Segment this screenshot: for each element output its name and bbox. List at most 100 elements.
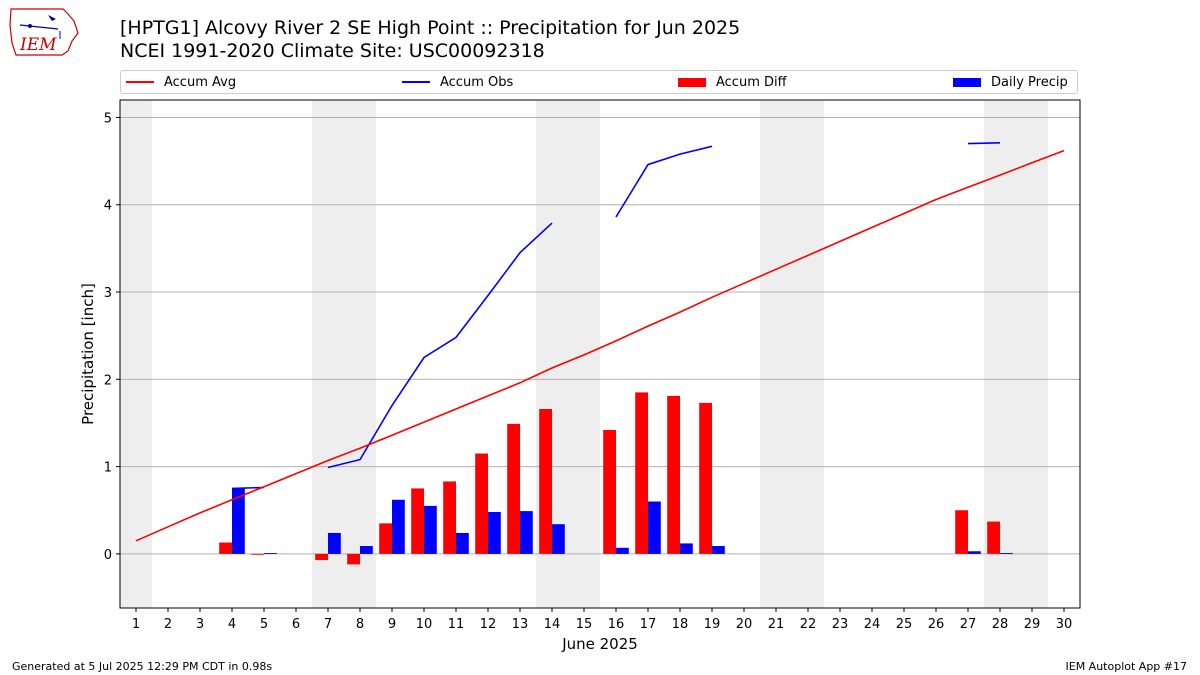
weekend-band	[120, 100, 152, 608]
x-tick-label: 27	[960, 617, 977, 632]
bar-daily-precip	[968, 551, 981, 554]
bar-accum-diff	[315, 553, 328, 560]
x-tick-label: 19	[704, 617, 721, 632]
legend-item-daily-precip: Daily Precip	[953, 74, 1068, 90]
bar-daily-precip	[360, 546, 373, 554]
x-tick-label: 24	[864, 617, 881, 632]
x-tick-label: 2	[164, 617, 172, 632]
bar-daily-precip	[520, 511, 533, 554]
x-tick-label: 18	[672, 617, 689, 632]
weekend-band	[312, 100, 344, 608]
y-tick-label: 0	[104, 548, 112, 563]
grid-lines	[120, 116, 1080, 555]
x-tick-label: 8	[356, 617, 364, 632]
bars	[219, 392, 1013, 565]
x-tick-label: 14	[544, 617, 561, 632]
bar-accum-diff	[987, 521, 1000, 554]
line-accum-obs	[231, 486, 265, 490]
x-tick-label: 3	[196, 617, 204, 632]
x-tick-label: 29	[1024, 617, 1041, 632]
legend-item-accum-diff: Accum Diff	[678, 74, 787, 90]
legend-label: Accum Diff	[716, 74, 787, 90]
legend-label: Accum Obs	[440, 74, 514, 90]
series-lines	[135, 142, 1065, 542]
bar-daily-precip	[328, 532, 341, 554]
bar-daily-precip	[616, 547, 629, 554]
legend-label: Daily Precip	[991, 74, 1068, 90]
x-tick-label: 1	[132, 617, 140, 632]
y-tick-label: 1	[104, 461, 112, 476]
y-axis-label: Precipitation [inch]	[79, 283, 97, 425]
y-tick-label: 2	[104, 373, 112, 388]
weekend-band	[760, 100, 792, 608]
bar-accum-diff	[507, 423, 520, 554]
legend-item-accum-avg: Accum Avg	[126, 74, 236, 90]
legend-swatch	[953, 77, 981, 87]
bar-daily-precip	[264, 553, 277, 554]
x-tick-label: 22	[800, 617, 817, 632]
bar-daily-precip	[392, 499, 405, 554]
app-credit: IEM Autoplot App #17	[1065, 660, 1188, 673]
bar-daily-precip	[488, 511, 501, 554]
x-tick-label: 16	[608, 617, 625, 632]
legend-swatch	[402, 81, 430, 83]
x-tick-label: 11	[448, 617, 465, 632]
bar-daily-precip	[1000, 553, 1013, 554]
x-tick-label: 15	[576, 617, 593, 632]
bar-accum-diff	[955, 510, 968, 554]
x-tick-label: 17	[640, 617, 657, 632]
x-axis-label: June 2025	[561, 635, 638, 653]
iem-logo: IEM	[9, 8, 79, 56]
bar-accum-diff	[475, 453, 488, 554]
x-tick-label: 4	[228, 617, 236, 632]
y-tick-label: 4	[104, 199, 112, 214]
x-tick-label: 12	[480, 617, 497, 632]
bar-daily-precip	[680, 543, 693, 554]
chart-title: [HPTG1] Alcovy River 2 SE High Point :: …	[120, 17, 741, 39]
bar-accum-diff	[667, 395, 680, 554]
bar-accum-diff	[347, 553, 360, 565]
x-tick-label: 13	[512, 617, 529, 632]
axis-ticks: 1 2 3 4 5 6 7 8 9 10 11 12 13 14 15 16 17 18 19 20 21 22 23 24 2…	[104, 111, 1073, 632]
x-tick-label: 9	[388, 617, 396, 632]
bar-daily-precip	[424, 505, 437, 554]
bar-accum-diff	[251, 553, 264, 555]
x-tick-label: 21	[768, 617, 785, 632]
weekend-band	[792, 100, 824, 608]
x-tick-label: 25	[896, 617, 913, 632]
bar-accum-diff	[219, 542, 232, 554]
x-tick-label: 5	[260, 617, 268, 632]
bar-accum-diff	[635, 392, 648, 554]
x-tick-label: 7	[324, 617, 332, 632]
weekend-band	[1016, 100, 1048, 608]
bar-daily-precip	[456, 532, 469, 554]
iowa-state-outline-icon	[9, 8, 79, 56]
legend-label: Accum Avg	[164, 74, 237, 90]
generated-timestamp: Generated at 5 Jul 2025 12:29 PM CDT in …	[12, 660, 273, 673]
weekend-band	[568, 100, 600, 608]
legend-item-accum-obs: Accum Obs	[402, 74, 513, 90]
bar-accum-diff	[443, 481, 456, 554]
weekend-shading	[120, 100, 1048, 608]
chart-legend: Accum Avg Accum Obs Accum Diff Daily Pre…	[120, 70, 1078, 94]
x-tick-label: 20	[736, 617, 753, 632]
bar-accum-diff	[603, 429, 616, 554]
x-tick-label: 23	[832, 617, 849, 632]
line-accum-obs	[327, 222, 553, 469]
x-tick-label: 10	[416, 617, 433, 632]
bar-daily-precip	[712, 546, 725, 554]
bar-daily-precip	[552, 524, 565, 554]
bar-accum-diff	[539, 408, 552, 554]
line-accum-obs	[615, 145, 713, 218]
weekend-band	[344, 100, 376, 608]
x-tick-label: 28	[992, 617, 1009, 632]
bar-daily-precip	[648, 501, 661, 554]
x-tick-label: 26	[928, 617, 945, 632]
line-accum-avg	[135, 149, 1065, 542]
plot-frame	[119, 99, 1081, 609]
y-tick-label: 3	[104, 286, 112, 301]
bar-accum-diff	[411, 488, 424, 554]
bar-accum-diff	[699, 402, 712, 554]
x-tick-label: 6	[292, 617, 300, 632]
